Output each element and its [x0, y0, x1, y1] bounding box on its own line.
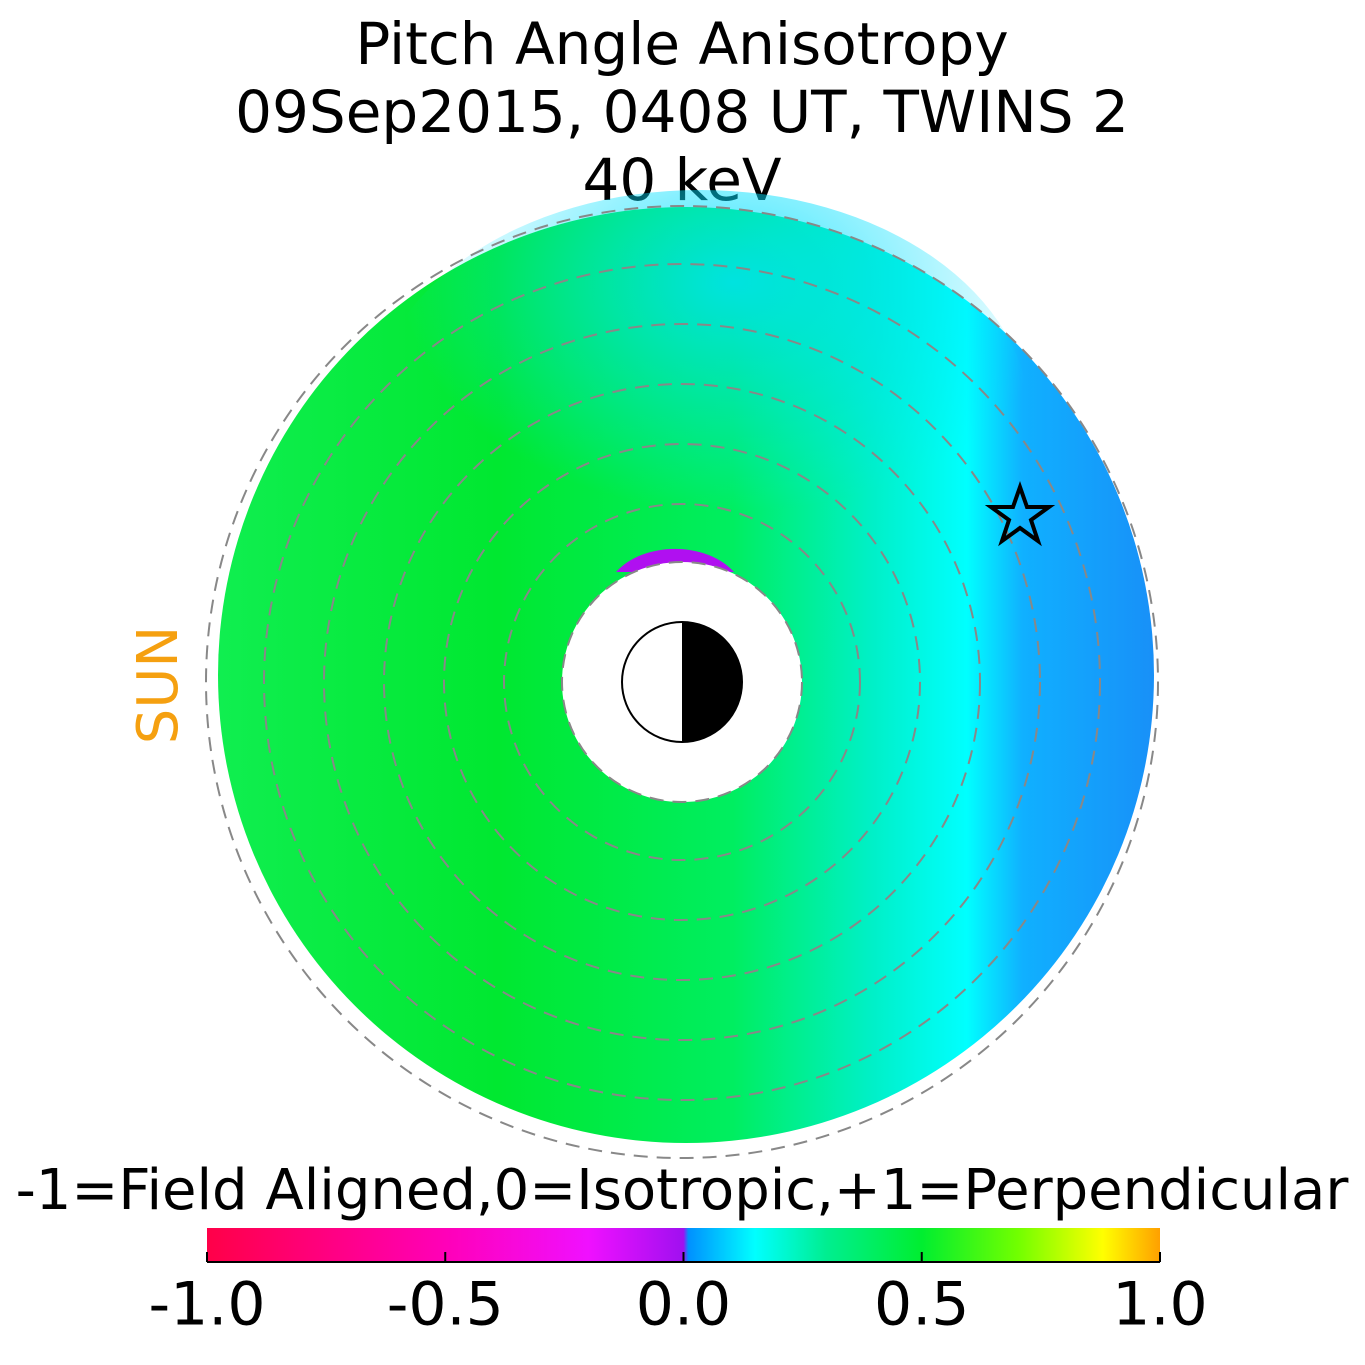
distance-rings: [205, 205, 1159, 1159]
colorbar-label-clip: -1=Field Aligned,0=Isotropic,+1=Perpendi…: [16, 1158, 1350, 1223]
sun-label: SUN: [126, 626, 191, 744]
tick-label: -0.5: [387, 1270, 504, 1340]
chart-title: Pitch Angle Anisotropy: [355, 10, 1008, 78]
spacecraft-star: [984, 480, 1056, 547]
colorbar-label: -1=Field Aligned,0=Isotropic,+1=Perpendi…: [16, 1158, 1350, 1223]
earth: [621, 621, 743, 743]
tick-label: 1.0: [1112, 1270, 1207, 1340]
tick-label: 0.0: [636, 1270, 731, 1340]
chart-subtitle: 09Sep2015, 0408 UT, TWINS 2: [235, 78, 1129, 146]
tick-label: -1.0: [148, 1270, 265, 1340]
polar-map: [205, 190, 1159, 1159]
map-feature: [370, 190, 1030, 650]
colorbar-ticks: -1.0 -0.5 0.0 0.5 1.0: [148, 1252, 1208, 1340]
tick-label: 0.5: [874, 1270, 969, 1340]
